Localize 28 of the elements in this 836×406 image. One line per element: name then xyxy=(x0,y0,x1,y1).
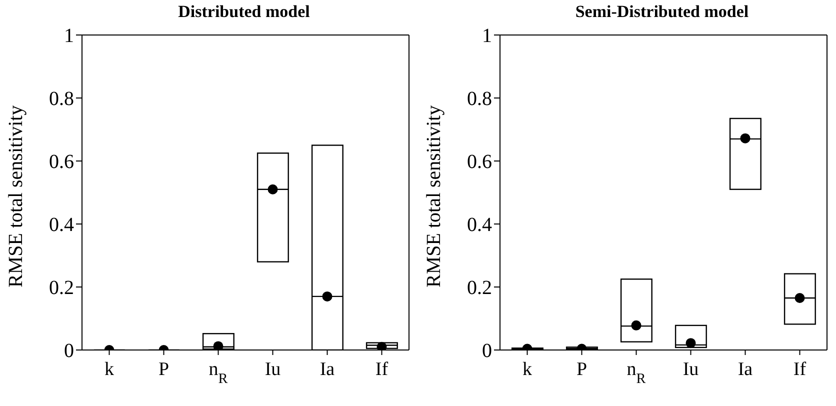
y-tick-label: 0.6 xyxy=(467,151,492,174)
y-tick-label: 0.2 xyxy=(49,277,74,300)
x-tick-label: n$_{R}$ xyxy=(626,359,646,387)
x-tick-label: P xyxy=(576,359,588,380)
y-tick-label: 0.8 xyxy=(467,88,492,110)
y-tick-label: 0.8 xyxy=(49,88,74,110)
y-tick-label: 0.4 xyxy=(467,214,492,236)
y-axis-title: RMSE total sensitivity xyxy=(5,105,28,288)
x-tick-label: n$_{R}$ xyxy=(208,359,228,387)
x-tick-label: Iu xyxy=(682,359,700,380)
y-tick-label: 0 xyxy=(64,340,74,362)
chart-title: Distributed model xyxy=(177,2,311,22)
y-tick-label: 1 xyxy=(482,25,492,48)
y-tick-label: 1 xyxy=(64,25,74,48)
x-tick-label: k xyxy=(104,359,114,380)
y-tick-label: 0 xyxy=(482,340,492,362)
x-tick-label: If xyxy=(375,359,389,380)
x-tick-label: Ia xyxy=(738,359,754,380)
y-tick-label: 0.2 xyxy=(467,277,492,300)
x-tick-label: k xyxy=(522,359,532,380)
x-tick-label: P xyxy=(158,359,170,380)
x-tick-label: Iu xyxy=(264,359,282,380)
x-tick-label: If xyxy=(793,359,807,380)
y-tick-label: 0.4 xyxy=(49,214,74,236)
chart-title: Semi-Distributed model xyxy=(574,2,750,22)
y-tick-label: 0.6 xyxy=(49,151,74,174)
x-tick-label: Ia xyxy=(320,359,336,380)
y-axis-title: RMSE total sensitivity xyxy=(423,105,446,288)
